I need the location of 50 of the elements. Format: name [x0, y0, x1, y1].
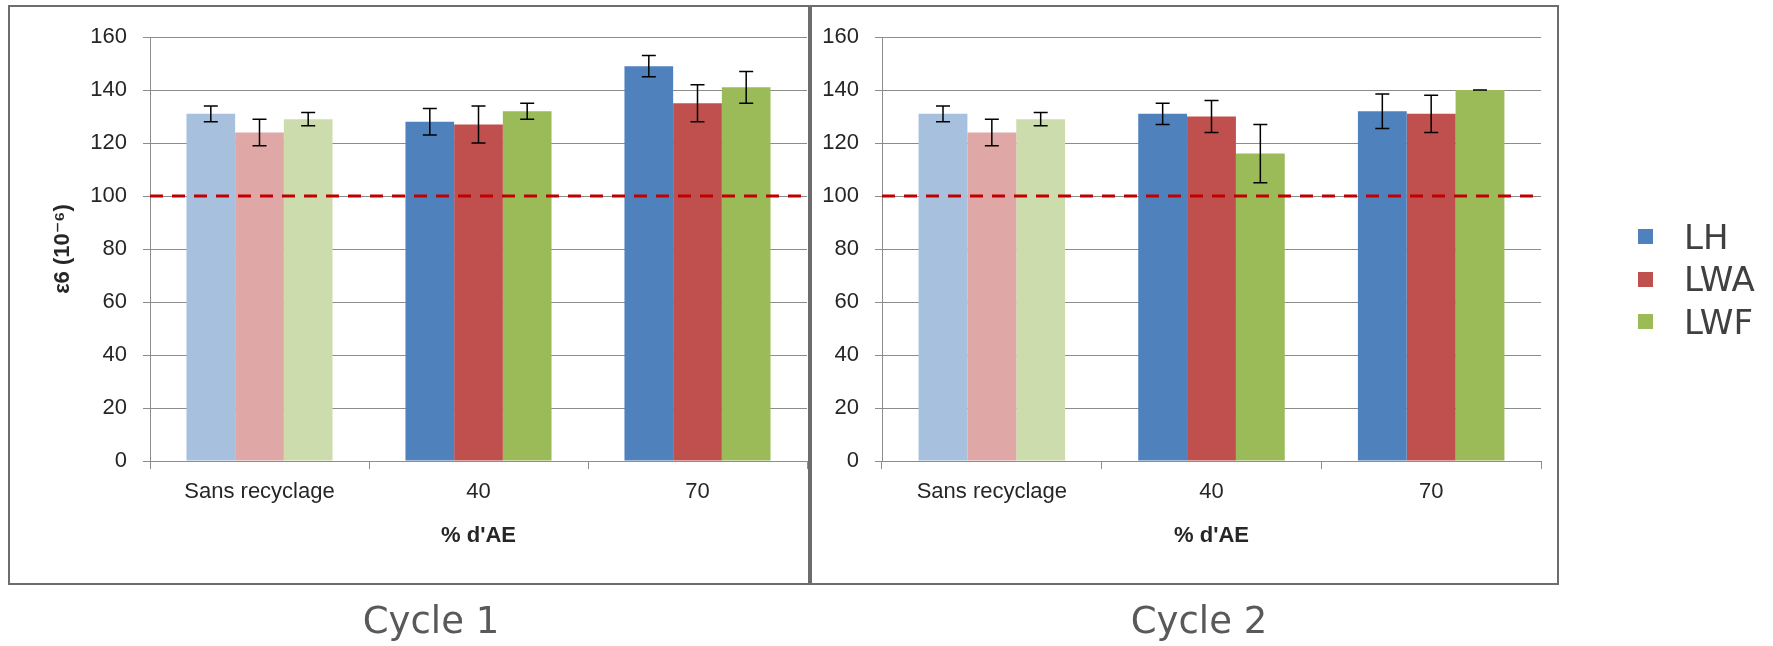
bar: [624, 66, 674, 461]
y-axis-title: ε6 (10⁻⁶): [49, 204, 75, 294]
bar: [502, 111, 552, 461]
y-tick-label: 80: [834, 235, 859, 261]
y-tick-label: 40: [834, 341, 859, 367]
y-tick-label: 0: [846, 447, 859, 473]
bar: [1455, 90, 1505, 461]
bar: [918, 113, 968, 461]
bar: [673, 103, 722, 461]
bar: [1187, 116, 1236, 461]
text: Cycle 1: [361, 599, 501, 643]
bar: [283, 119, 333, 461]
x-tick-label: 40: [1199, 478, 1224, 504]
y-tick-label: 100: [822, 182, 859, 208]
y-tick-label: 140: [90, 76, 127, 102]
y-tick-label: 120: [822, 129, 859, 155]
bar: [235, 132, 284, 461]
bar: [721, 87, 771, 461]
y-tick-label: 100: [90, 182, 127, 208]
bar: [405, 121, 455, 461]
x-tick-label: Sans recyclage: [916, 478, 1068, 504]
y-tick-label: 20: [102, 394, 127, 420]
y-tick-label: 40: [102, 341, 127, 367]
legend-label: LWA: [1684, 259, 1755, 299]
bar: [967, 132, 1017, 461]
x-tick-label: 70: [1418, 478, 1444, 504]
x-tick-label: 40: [466, 478, 491, 504]
y-tick-label: 160: [90, 23, 127, 49]
bar: [1406, 113, 1456, 461]
legend-label: LH: [1684, 216, 1729, 257]
y-tick-label: 120: [90, 129, 127, 155]
y-tick-label: 20: [834, 394, 859, 420]
y-tick-label: 80: [102, 235, 127, 261]
y-tick-label: 0: [114, 447, 127, 473]
bar: [1138, 113, 1188, 461]
y-tick-label: 160: [822, 23, 859, 49]
bar: [1016, 119, 1066, 461]
x-axis-title: % d'AE: [441, 521, 516, 547]
bar: [1357, 111, 1407, 461]
legend-label: LWF: [1684, 301, 1753, 342]
y-tick-label: 140: [822, 76, 859, 102]
x-tick-label: Sans recyclage: [184, 478, 335, 504]
y-tick-label: 60: [834, 288, 859, 314]
x-tick-label: 70: [685, 478, 710, 504]
bar: [454, 124, 503, 461]
y-tick-label: 60: [102, 288, 127, 314]
x-axis-title: % d'AE: [1174, 521, 1249, 547]
bar: [186, 113, 236, 461]
text: Cycle 2: [1129, 599, 1269, 643]
bar: [1235, 153, 1285, 461]
